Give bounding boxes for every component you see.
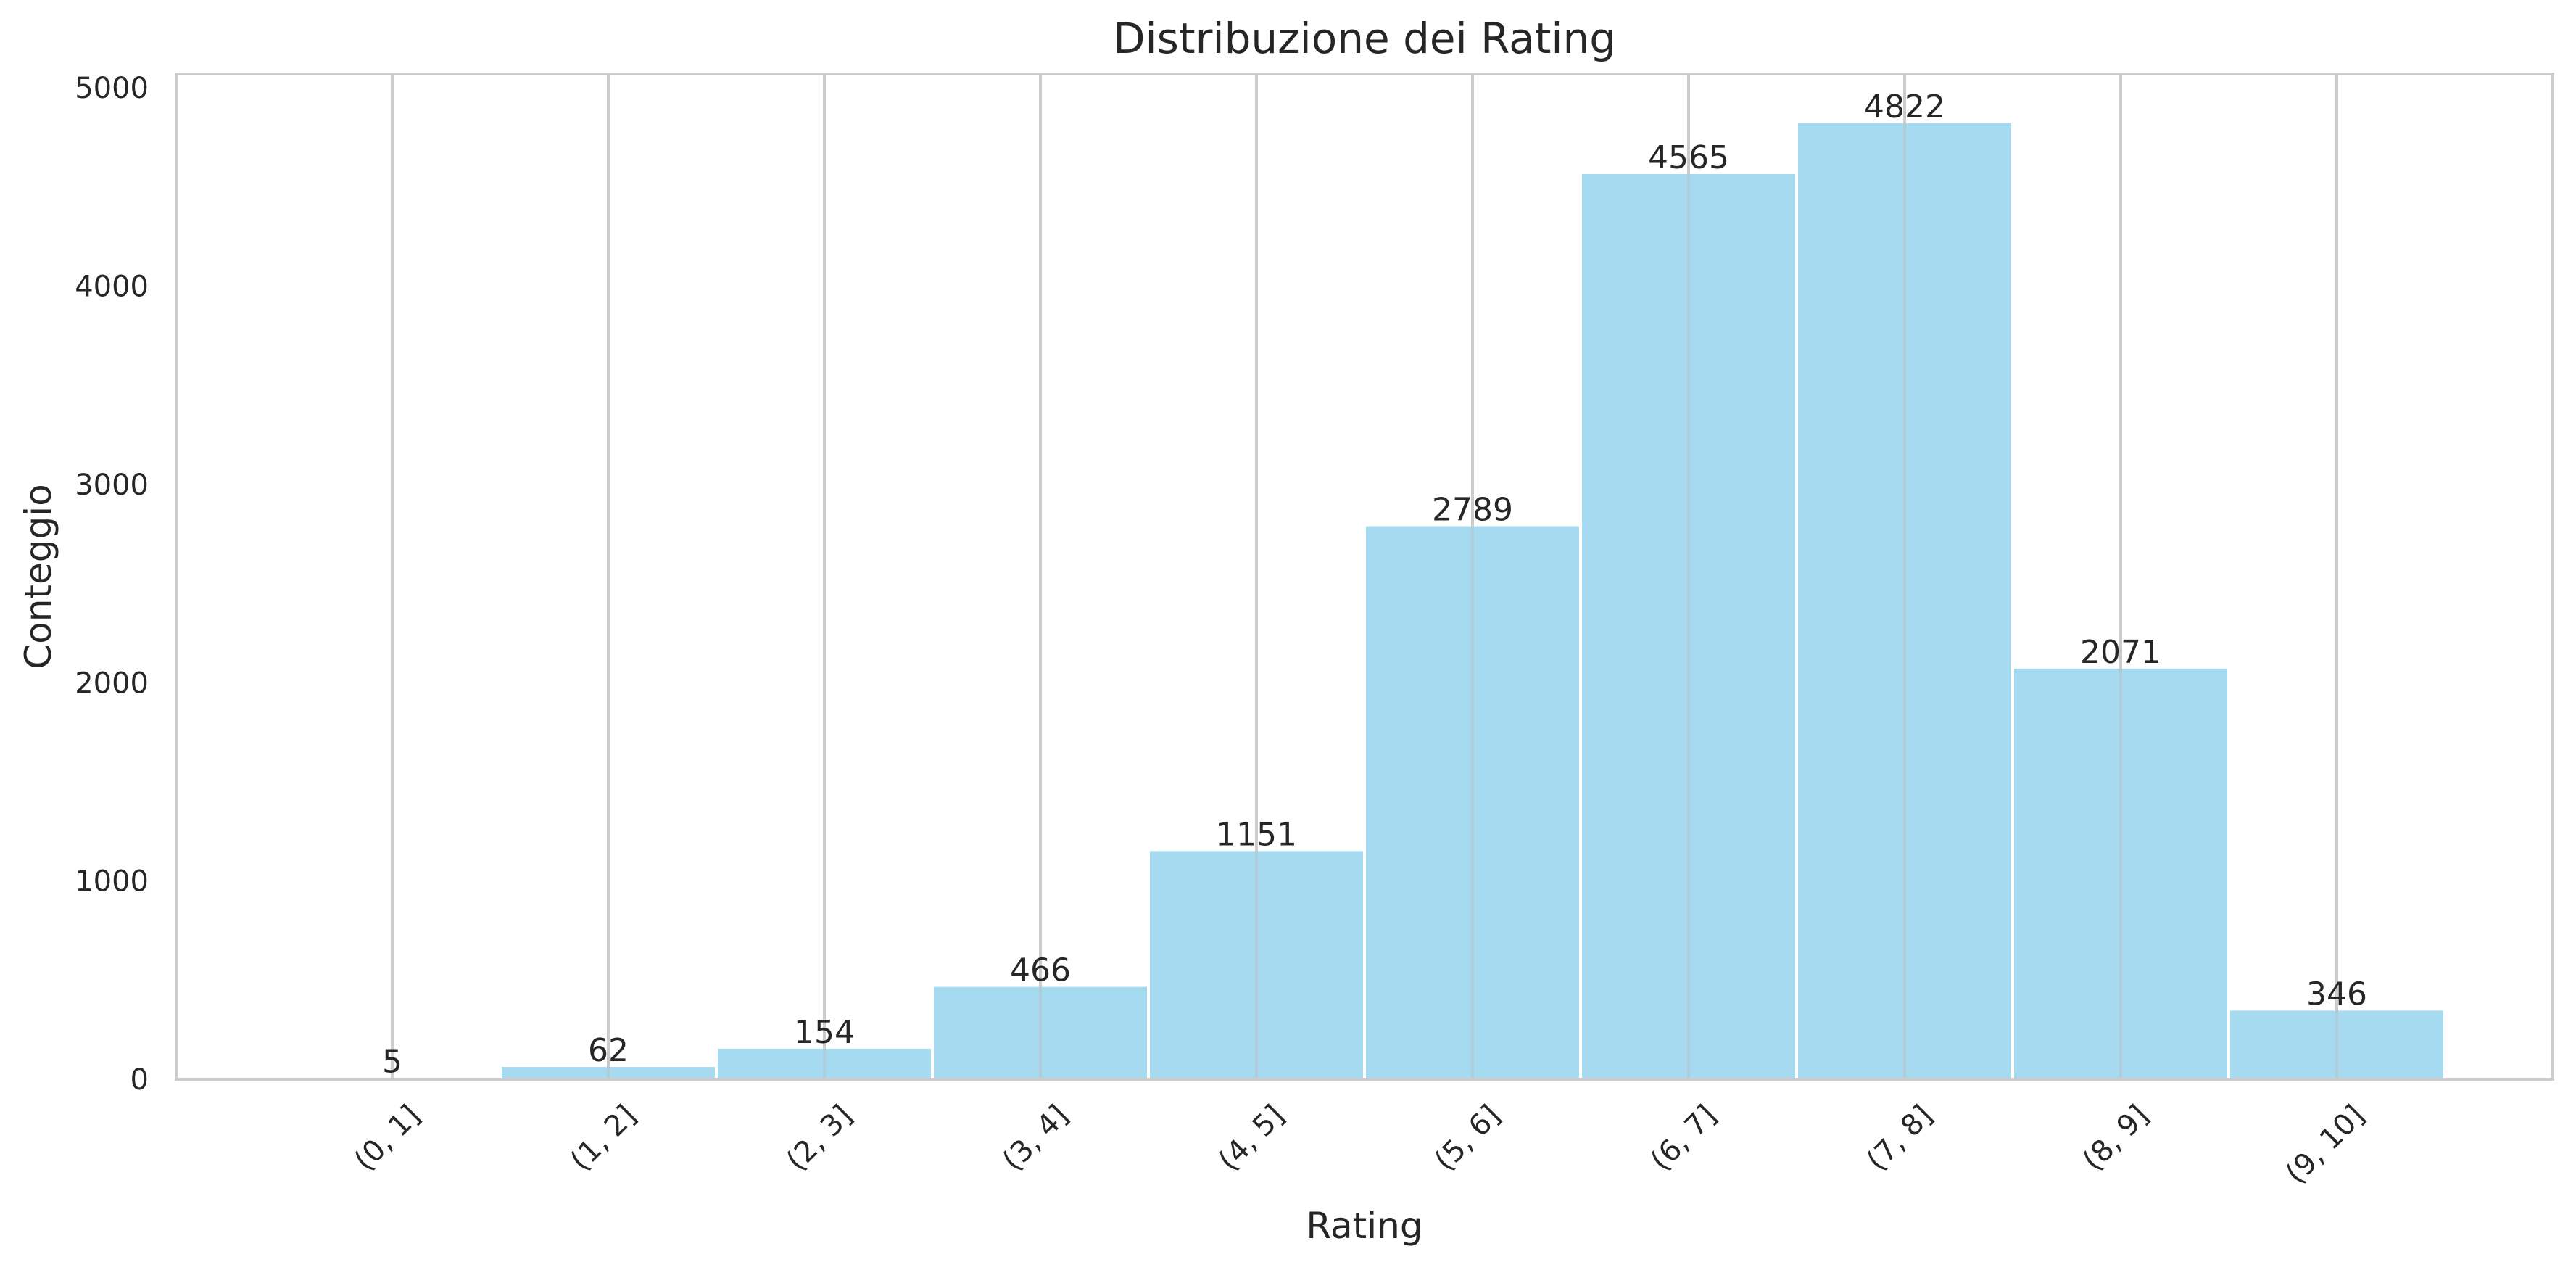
bar [2230,1010,2443,1079]
x-axis-ticks: (0, 1] (1, 2] (2, 3] (3, 4] (4, 5] (5, 6] (6, … [348,1099,2372,1191]
bar-value-label: 466 [1010,952,1071,989]
bar [1798,123,2011,1080]
bar [1150,851,1363,1079]
x-tick-label: (7, 8] [1860,1099,1939,1178]
x-tick-label: (6, 7] [1644,1099,1723,1178]
bar [934,986,1147,1079]
data-labels: 5 62 154 466 1151 2789 4565 4822 2071 346 [382,88,2367,1081]
x-tick-label: (4, 5] [1212,1099,1291,1178]
bar-value-label: 62 [588,1032,629,1069]
x-tick-label: (2, 3] [780,1099,859,1178]
y-axis-label: Conteggio [17,484,59,669]
bar [502,1067,715,1079]
bar-value-label: 2789 [1432,492,1513,529]
x-axis-label: Rating [1306,1205,1422,1247]
x-tick-label: (1, 2] [564,1099,643,1178]
y-tick-label: 3000 [75,469,149,502]
bar [1366,526,1579,1079]
chart-title: Distribuzione dei Rating [1113,14,1616,63]
x-tick-label: (9, 10] [2279,1099,2372,1191]
y-tick-label: 5000 [75,72,149,105]
bar [1582,174,1795,1080]
bar-value-label: 1151 [1216,816,1297,853]
bars [286,123,2443,1080]
bar [2014,668,2227,1079]
bar-value-label: 346 [2306,976,2367,1013]
bar-value-label: 5 [382,1044,402,1081]
y-tick-label: 4000 [75,271,149,304]
grid-lines-overlay [391,74,2338,1079]
bar-value-label: 154 [794,1014,855,1051]
plot-frame [175,73,2554,1081]
bar-value-label: 4822 [1864,88,1945,125]
bar-value-label: 2071 [2080,634,2161,671]
y-tick-label: 0 [131,1063,149,1097]
x-tick-label: (3, 4] [996,1099,1075,1178]
bar-value-label: 4565 [1648,139,1729,176]
bar [718,1048,931,1079]
y-tick-label: 2000 [75,667,149,700]
x-tick-label: (5, 6] [1428,1099,1507,1178]
x-tick-label: (8, 9] [2076,1099,2155,1178]
x-tick-label: (0, 1] [348,1099,427,1178]
y-tick-label: 1000 [75,865,149,899]
y-axis-ticks: 0 1000 2000 3000 4000 5000 [75,72,149,1097]
